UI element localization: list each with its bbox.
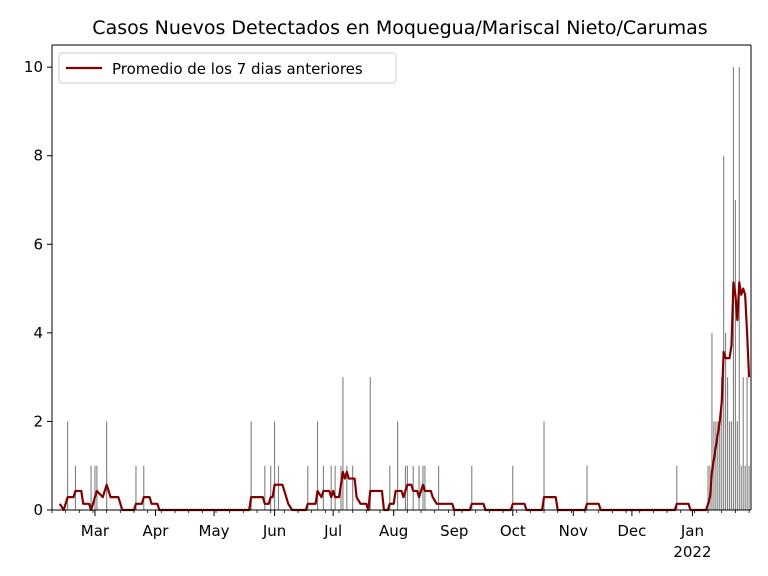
bar [264, 465, 266, 510]
bar [707, 465, 709, 510]
bar [676, 465, 678, 510]
bar [586, 465, 588, 510]
bar [543, 421, 545, 510]
bar [748, 465, 750, 510]
bar [389, 465, 391, 510]
bar [717, 421, 719, 510]
bar [135, 465, 137, 510]
bar [270, 465, 272, 510]
bar [334, 465, 336, 510]
bar [746, 377, 748, 510]
bar [730, 421, 733, 510]
x-tick-label: Mar [81, 522, 110, 540]
bar [369, 377, 371, 510]
x-tick-label: Dec [617, 522, 646, 540]
chart-title: Casos Nuevos Detectados en Moquegua/Mari… [92, 17, 707, 39]
bar [94, 465, 96, 510]
y-tick-label: 10 [24, 58, 43, 76]
bar [744, 465, 746, 510]
bar [727, 377, 729, 510]
bar [342, 377, 344, 510]
x-tick-year-label: 2022 [673, 543, 711, 561]
bar [728, 421, 731, 510]
bar [322, 465, 324, 510]
x-tick-label: Jun [262, 522, 286, 540]
bar [438, 465, 440, 510]
bar [307, 465, 309, 510]
x-tick-label: Nov [559, 522, 588, 540]
y-tick-label: 0 [33, 501, 43, 519]
bar [274, 421, 276, 510]
legend-box [58, 52, 397, 84]
bar [742, 377, 744, 510]
bar [106, 421, 108, 510]
bar [711, 332, 713, 510]
x-tick-label: Sep [440, 522, 468, 540]
bar [67, 421, 69, 510]
x-tick-label: Oct [500, 522, 526, 540]
bar [143, 465, 145, 510]
bar [740, 465, 742, 510]
bar [96, 465, 98, 510]
legend-label: Promedio de los 7 dias anteriores [112, 60, 363, 78]
x-tick-label: Aug [379, 522, 408, 540]
legend: Promedio de los 7 dias anteriores [58, 52, 397, 84]
bar [90, 465, 92, 510]
bar [418, 465, 420, 510]
bar [277, 465, 280, 510]
bar [719, 421, 721, 510]
bar [346, 465, 348, 510]
bar [734, 200, 736, 510]
bar [715, 421, 717, 510]
axes: 0 2 4 6 8 10 Mar Apr May Jun Jul Aug Sep Oct Nov Dec Jan… [24, 44, 752, 561]
y-tick-label: 2 [33, 412, 43, 430]
bar [330, 465, 332, 510]
bar [736, 421, 738, 510]
bar [397, 421, 399, 510]
x-tick-label: Jul [323, 522, 342, 540]
y-tick-label: 6 [33, 235, 43, 253]
x-tick-label: May [199, 522, 230, 540]
bar [512, 465, 514, 510]
x-tick-label: Jan [680, 522, 704, 540]
bar [316, 421, 319, 510]
bar [723, 155, 725, 510]
bar [352, 465, 354, 510]
y-tick-label: 8 [33, 147, 43, 165]
bar [250, 421, 252, 510]
bar [74, 465, 76, 510]
y-tick-label: 4 [33, 324, 43, 342]
bar [471, 465, 473, 510]
bar [721, 377, 723, 510]
bar [725, 332, 727, 510]
x-tick-label: Apr [143, 522, 170, 540]
